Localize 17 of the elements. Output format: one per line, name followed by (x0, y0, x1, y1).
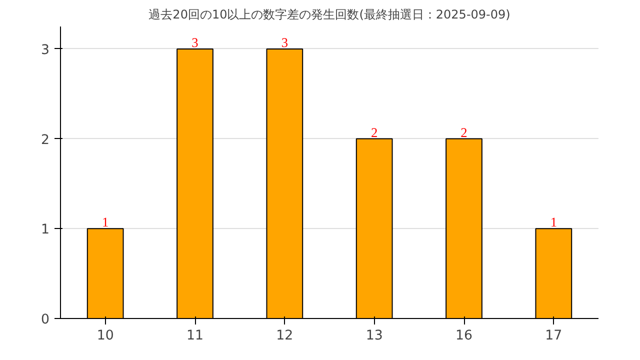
data-label: 1 (550, 214, 558, 230)
x-tick-label: 13 (366, 328, 383, 344)
x-tick-label: 17 (545, 328, 562, 344)
x-tick-label: 12 (276, 328, 294, 344)
data-label: 2 (371, 124, 378, 140)
data-label: 1 (102, 214, 109, 230)
y-tick-label: 2 (41, 132, 50, 148)
data-label: 2 (460, 124, 468, 140)
chart-title: 過去20回の10以上の数字差の発生回数(最終抽選日：2025-09-09) (148, 8, 510, 22)
y-tick-label: 0 (41, 312, 50, 328)
y-tick-label: 1 (41, 222, 50, 238)
x-tick-label: 16 (456, 328, 472, 344)
x-tick-label: 10 (96, 328, 114, 344)
data-label: 3 (281, 34, 288, 50)
x-tick-label: 11 (186, 328, 204, 344)
y-tick-label: 3 (41, 42, 50, 58)
data-label: 3 (192, 34, 199, 50)
